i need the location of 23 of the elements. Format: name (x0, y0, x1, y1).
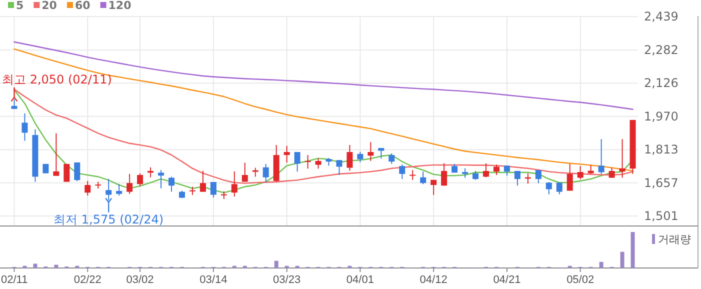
y-tick-label: 1,970 (644, 109, 678, 124)
legend-label: 거래량 (658, 233, 691, 246)
x-tick-label: 05/02 (566, 274, 594, 286)
x-tick-label: 04/12 (420, 274, 448, 286)
x-tick-label: 04/01 (346, 274, 374, 286)
legend-label: 5 (16, 0, 24, 12)
y-tick-label: 1,501 (644, 209, 678, 224)
y-tick-label: 2,439 (644, 10, 678, 24)
y-tick-label: 2,282 (644, 43, 678, 58)
x-tick-label: 03/02 (126, 274, 154, 286)
x-tick-label: 02/11 (1, 274, 28, 286)
legend-label: 60 (74, 0, 91, 12)
x-tick-label: 03/14 (200, 274, 228, 286)
y-tick-label: 1,813 (644, 142, 678, 157)
y-tick-label: 1,657 (644, 176, 678, 190)
annotation: 최저 1,575 (02/24) (54, 212, 164, 226)
x-tick-label: 03/23 (273, 274, 301, 286)
legend-label: 20 (42, 0, 58, 12)
x-tick-label: 02/22 (74, 274, 102, 286)
x-tick-label: 04/21 (493, 274, 521, 286)
annotation: 최고 2,050 (02/11) (2, 72, 112, 86)
legend-label: 120 (108, 0, 132, 12)
y-tick-label: 2,126 (644, 76, 678, 90)
